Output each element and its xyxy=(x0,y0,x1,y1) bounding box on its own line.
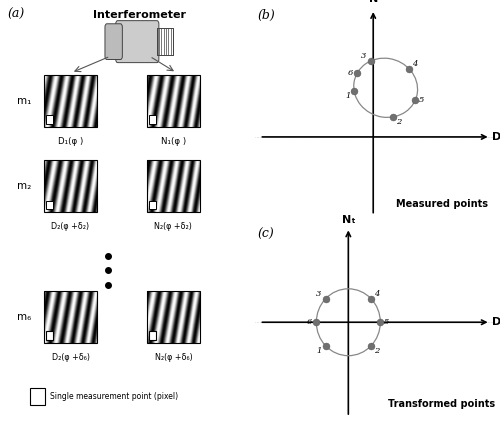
Bar xyxy=(147,75,200,127)
Bar xyxy=(46,115,53,124)
Text: (b): (b) xyxy=(258,9,276,22)
Bar xyxy=(44,160,97,212)
Text: 4: 4 xyxy=(374,290,380,298)
Text: D₂(φ +δ₂): D₂(φ +δ₂) xyxy=(52,222,90,232)
Text: Measured points: Measured points xyxy=(396,199,488,209)
Text: Transformed points: Transformed points xyxy=(388,399,495,409)
Text: 2: 2 xyxy=(396,118,401,126)
Text: 2: 2 xyxy=(374,346,379,354)
Text: N₂(φ +δ₂): N₂(φ +δ₂) xyxy=(154,222,192,232)
Bar xyxy=(46,332,53,340)
Text: Single measurement point (pixel): Single measurement point (pixel) xyxy=(50,392,178,401)
Text: 4: 4 xyxy=(412,60,418,68)
Bar xyxy=(147,291,200,343)
Text: 6: 6 xyxy=(348,69,352,77)
Bar xyxy=(44,75,97,127)
Bar xyxy=(149,115,156,124)
Text: D₂(φ +δ₆): D₂(φ +δ₆) xyxy=(52,353,90,362)
FancyBboxPatch shape xyxy=(105,24,122,59)
Text: N: N xyxy=(368,0,378,4)
Text: Interferometer: Interferometer xyxy=(93,11,186,20)
Text: m₁: m₁ xyxy=(18,96,32,106)
Text: 1: 1 xyxy=(317,346,322,354)
Bar xyxy=(46,201,53,209)
Bar xyxy=(149,332,156,340)
Bar xyxy=(30,388,46,405)
Text: Dₜ: Dₜ xyxy=(492,317,500,327)
Text: 1: 1 xyxy=(345,92,350,100)
Text: N₂(φ +δ₆): N₂(φ +δ₆) xyxy=(154,353,192,362)
Text: N₁(φ ): N₁(φ ) xyxy=(161,137,186,146)
Text: m₂: m₂ xyxy=(18,181,32,191)
Text: D: D xyxy=(492,132,500,142)
Text: 6: 6 xyxy=(306,318,312,326)
Text: 5: 5 xyxy=(419,96,424,104)
Text: 5: 5 xyxy=(384,318,389,326)
Bar xyxy=(149,201,156,209)
Text: 3: 3 xyxy=(316,290,322,298)
Text: 3: 3 xyxy=(360,52,366,60)
Text: Nₜ: Nₜ xyxy=(342,215,355,225)
Bar xyxy=(44,291,97,343)
Text: D₁(φ ): D₁(φ ) xyxy=(58,137,83,146)
Text: m₆: m₆ xyxy=(18,312,32,322)
Bar xyxy=(147,160,200,212)
Text: (a): (a) xyxy=(8,8,24,21)
Bar xyxy=(157,28,173,55)
Text: (c): (c) xyxy=(258,228,274,240)
FancyBboxPatch shape xyxy=(116,21,159,63)
